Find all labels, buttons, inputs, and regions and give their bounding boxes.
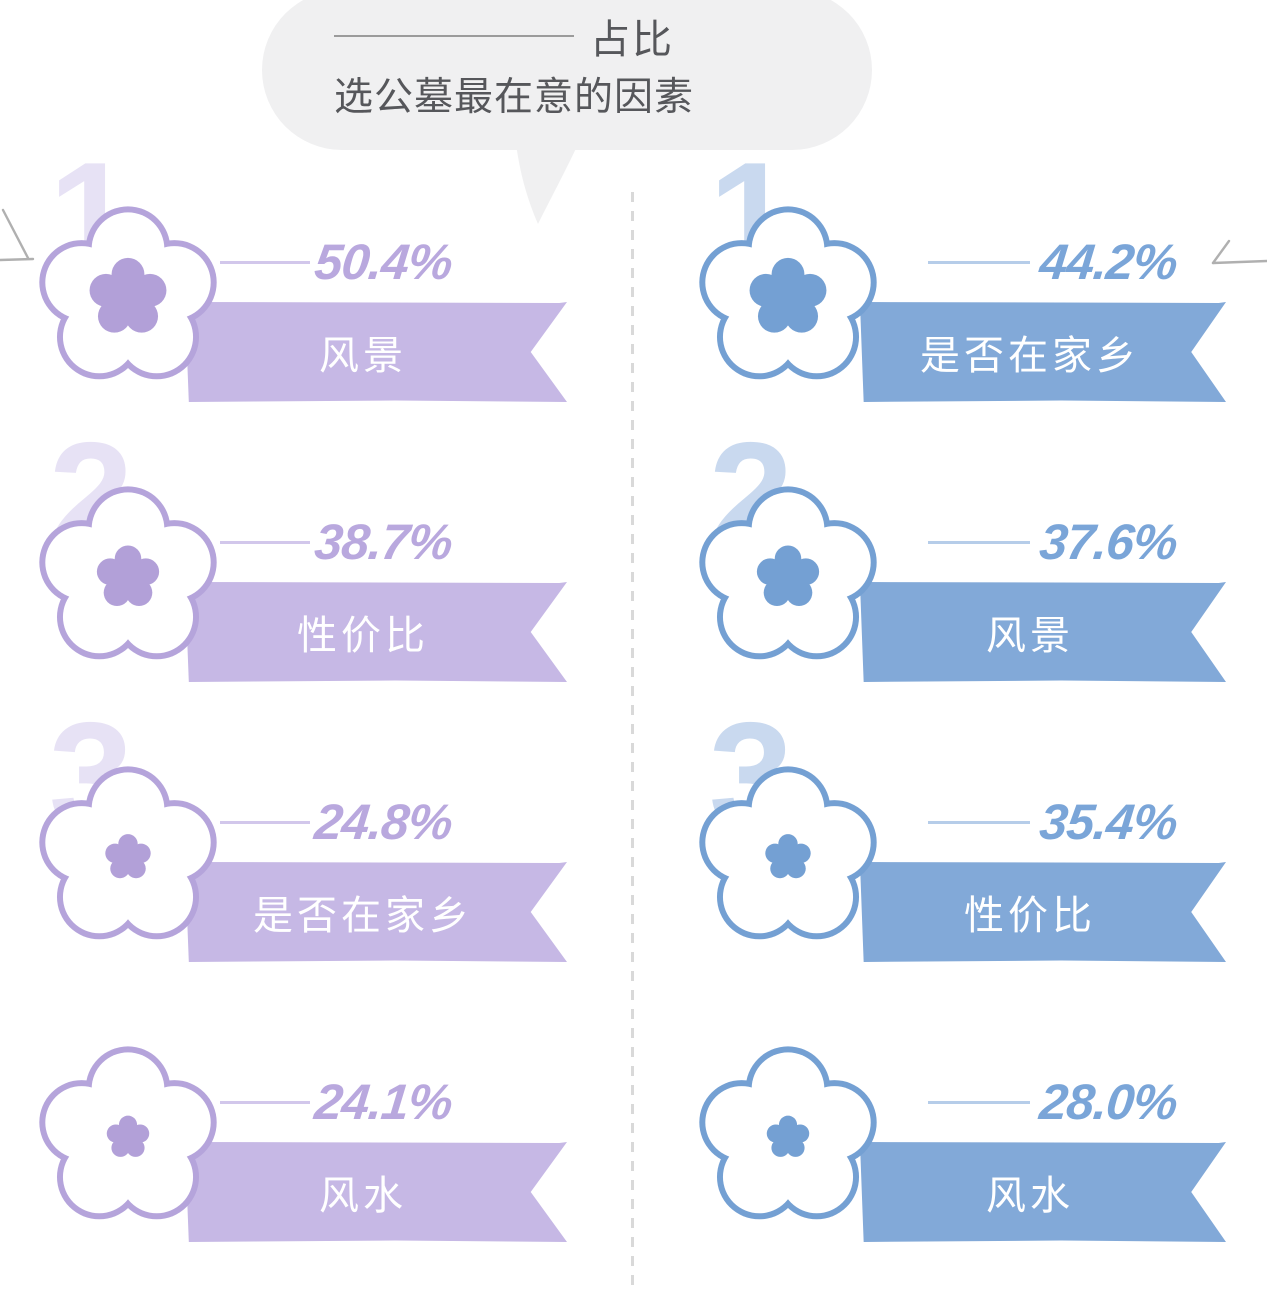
rank-item: 24.1% 风水 xyxy=(30,990,635,1270)
speech-tail xyxy=(516,144,578,224)
factor-label: 风景 xyxy=(319,334,407,378)
rank-item: 1 50.4% 风景 xyxy=(30,140,635,430)
flower-icon xyxy=(39,1046,217,1220)
label-ribbon: 风景 xyxy=(185,302,567,402)
left-corner-mark xyxy=(0,208,35,262)
column-divider xyxy=(631,192,634,1287)
label-ribbon: 是否在家乡 xyxy=(860,302,1226,402)
percent-connector-line xyxy=(928,821,1030,824)
percent-value: 44.2% xyxy=(1037,234,1180,290)
factor-label: 是否在家乡 xyxy=(253,894,473,938)
rank-item: 3 24.8% 是否在家乡 xyxy=(30,700,635,990)
percent-connector-line xyxy=(220,1101,310,1104)
rank-item: 28.0% 风水 xyxy=(690,990,1267,1270)
label-ribbon: 风水 xyxy=(860,1142,1226,1242)
percent-connector-line xyxy=(928,541,1030,544)
flower-icon xyxy=(39,766,217,940)
factor-label: 是否在家乡 xyxy=(920,334,1140,378)
title-bubble: 占比 选公墓最在意的因素 xyxy=(262,0,872,150)
factor-label: 性价比 xyxy=(297,614,429,658)
ranking-column-blue: 1 44.2% 是否在家乡 2 37.6% 风景 3 35.4% 性价比 xyxy=(690,140,1267,1270)
label-ribbon: 性价比 xyxy=(185,582,567,682)
ranking-column-purple: 1 50.4% 风景 2 38.7% 性价比 3 24.8% 是否在家乡 xyxy=(30,140,635,1270)
rank-item: 2 38.7% 性价比 xyxy=(30,420,635,710)
factor-label: 风水 xyxy=(319,1174,407,1218)
flower-icon xyxy=(39,206,217,380)
percent-value: 37.6% xyxy=(1037,514,1180,570)
percent-connector-line xyxy=(220,541,310,544)
title-rule xyxy=(334,35,574,37)
flower-icon xyxy=(699,766,877,940)
percent-value: 50.4% xyxy=(312,234,455,290)
percent-connector-line xyxy=(220,261,310,264)
label-ribbon: 风水 xyxy=(185,1142,567,1242)
rank-item: 2 37.6% 风景 xyxy=(690,420,1267,710)
percent-value: 35.4% xyxy=(1037,794,1180,850)
flower-icon xyxy=(699,1046,877,1220)
right-corner-mark xyxy=(1211,239,1267,265)
label-ribbon: 性价比 xyxy=(860,862,1226,962)
percent-value: 38.7% xyxy=(312,514,455,570)
label-ribbon: 是否在家乡 xyxy=(185,862,567,962)
percent-connector-line xyxy=(220,821,310,824)
page-title: 选公墓最在意的因素 xyxy=(334,76,695,119)
flower-icon xyxy=(699,206,877,380)
percent-value: 28.0% xyxy=(1037,1074,1180,1130)
rank-item: 3 35.4% 性价比 xyxy=(690,700,1267,990)
percent-value: 24.8% xyxy=(312,794,455,850)
percent-value: 24.1% xyxy=(312,1074,455,1130)
label-ribbon: 风景 xyxy=(860,582,1226,682)
factor-label: 风景 xyxy=(986,614,1074,658)
title-tag: 占比 xyxy=(590,18,674,62)
factor-label: 风水 xyxy=(986,1174,1074,1218)
flower-icon xyxy=(39,486,217,660)
factor-label: 性价比 xyxy=(964,894,1096,938)
percent-connector-line xyxy=(928,261,1030,264)
percent-connector-line xyxy=(928,1101,1030,1104)
rank-item: 1 44.2% 是否在家乡 xyxy=(690,140,1267,430)
flower-icon xyxy=(699,486,877,660)
title-tag-row: 占比 xyxy=(334,14,872,62)
